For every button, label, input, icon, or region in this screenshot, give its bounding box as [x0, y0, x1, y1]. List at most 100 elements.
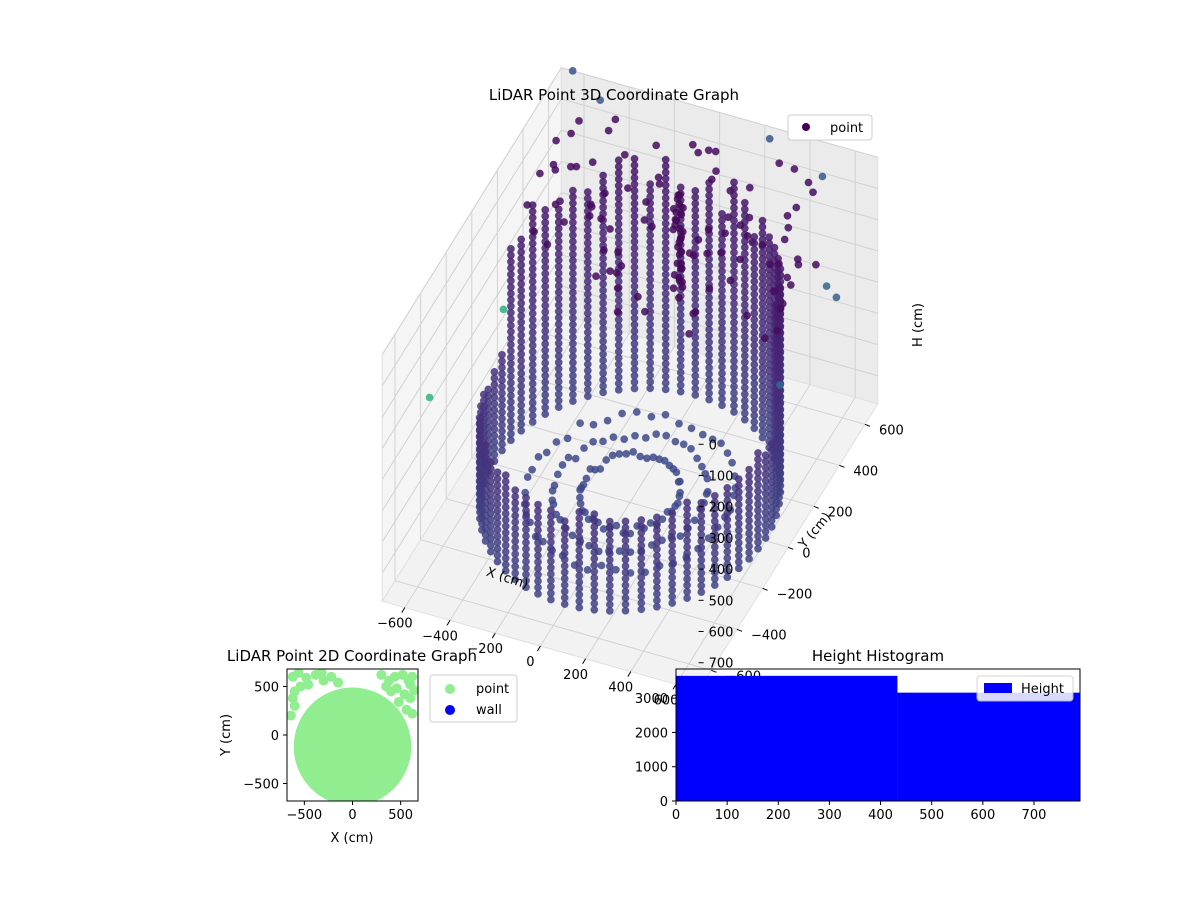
- point-3d: [661, 155, 670, 164]
- tick-label-x-3d: 0: [526, 655, 534, 670]
- title-3d: LiDAR Point 3D Coordinate Graph: [489, 86, 739, 104]
- tick-label-x-3d: −400: [422, 629, 458, 644]
- tick-y-3d: [864, 423, 871, 427]
- point-2d: [318, 675, 329, 686]
- point-3d: [542, 448, 551, 457]
- point-3d: [582, 474, 591, 483]
- point-3d: [501, 471, 510, 480]
- point-3d: [631, 431, 639, 440]
- point-3d: [622, 449, 631, 458]
- tick-label-x-2d: 500: [388, 808, 413, 823]
- tick-label-x-3d: −600: [377, 617, 413, 632]
- point-3d: [812, 260, 820, 269]
- tick-label-x-hist: 100: [715, 808, 740, 823]
- legend-2d-point-label: point: [476, 682, 509, 697]
- tick-label-x-hist: 300: [817, 808, 842, 823]
- tick-y-3d: [736, 628, 743, 632]
- point-3d: [758, 240, 767, 249]
- tick-label-x-2d: 0: [348, 808, 356, 823]
- point-3d: [522, 493, 530, 502]
- point-3d: [685, 329, 693, 338]
- point-3d: [640, 216, 649, 224]
- point-3d: [476, 402, 485, 410]
- point-3d: [606, 267, 615, 275]
- point-3d: [583, 566, 592, 574]
- point-3d: [676, 532, 685, 540]
- point-3d: [694, 148, 703, 157]
- tick-label-y-3d: −400: [751, 628, 787, 643]
- tick-label-y-3d: 400: [853, 464, 878, 479]
- grid-y-floor: [394, 580, 712, 671]
- tick-label-y-2d: 500: [254, 680, 279, 695]
- tick-y-3d: [839, 464, 845, 468]
- point-3d: [669, 284, 678, 293]
- point-3d: [553, 470, 562, 479]
- point-3d: [614, 156, 623, 165]
- tick-x-3d: [582, 658, 587, 665]
- point-3d: [688, 140, 697, 149]
- point-3d: [608, 451, 617, 460]
- grid-z-left: [381, 67, 562, 355]
- point-3d: [691, 186, 700, 195]
- point-2d: [376, 669, 387, 680]
- point-3d: [551, 165, 560, 174]
- point-3d: [620, 435, 629, 444]
- point-3d: [750, 232, 759, 241]
- point-2d: [303, 679, 314, 690]
- point-3d: [783, 211, 792, 220]
- point-3d: [486, 458, 495, 467]
- point-3d: [530, 227, 538, 236]
- point-3d: [776, 264, 785, 273]
- point-3d: [672, 468, 681, 477]
- point-3d: [765, 134, 774, 143]
- point-3d: [652, 430, 661, 438]
- point-3d: [674, 191, 683, 199]
- point-3d: [743, 311, 751, 320]
- tick-label-x-hist: 200: [766, 808, 791, 823]
- point-3d: [630, 154, 639, 163]
- point-3d: [783, 273, 792, 282]
- point-3d: [517, 235, 526, 244]
- point-3d: [704, 225, 713, 234]
- point-3d: [703, 249, 711, 258]
- point-3d: [793, 255, 802, 264]
- point-3d: [743, 232, 752, 240]
- legend-hist: Height: [976, 675, 1074, 702]
- point-2d: [389, 671, 400, 682]
- hist-bar: [897, 692, 1080, 801]
- point-3d: [618, 409, 626, 418]
- plot-3d: −600−400−2000200400600−600−400−200020040…: [377, 65, 926, 708]
- point-3d: [612, 521, 621, 530]
- tick-label-x-3d: −200: [467, 642, 503, 657]
- point-3d: [708, 435, 717, 444]
- point-3d: [758, 216, 767, 225]
- point-3d: [609, 433, 618, 441]
- legend-2d-point-marker: [445, 684, 455, 694]
- tick-label-y-hist: 1000: [635, 761, 668, 776]
- tick-label-z-3d: 200: [709, 501, 734, 516]
- tick-label-x-2d: −500: [286, 808, 322, 823]
- legend-3d-label: point: [830, 121, 863, 136]
- point-3d: [775, 282, 783, 291]
- point-3d: [679, 440, 688, 449]
- point-3d: [687, 444, 695, 453]
- point-3d: [599, 437, 607, 446]
- point-3d: [675, 293, 683, 302]
- point-2d: [333, 677, 344, 688]
- points-3d: [425, 67, 841, 615]
- point-3d: [671, 437, 680, 446]
- point-3d: [687, 424, 696, 433]
- point-3d: [745, 183, 754, 192]
- point-3d: [669, 204, 678, 213]
- point-3d: [624, 184, 632, 192]
- tick-label-y-3d: −200: [777, 587, 813, 602]
- point-3d: [662, 431, 671, 440]
- point-3d: [523, 473, 532, 481]
- point-3d: [726, 276, 735, 285]
- plot-2d: LiDAR Point 2D Coordinate Graph −500 0 500…: [219, 647, 518, 846]
- zlabel-3d: H (cm): [911, 303, 926, 347]
- point-3d: [689, 309, 698, 318]
- point-3d: [637, 516, 646, 524]
- point-3d: [617, 261, 626, 270]
